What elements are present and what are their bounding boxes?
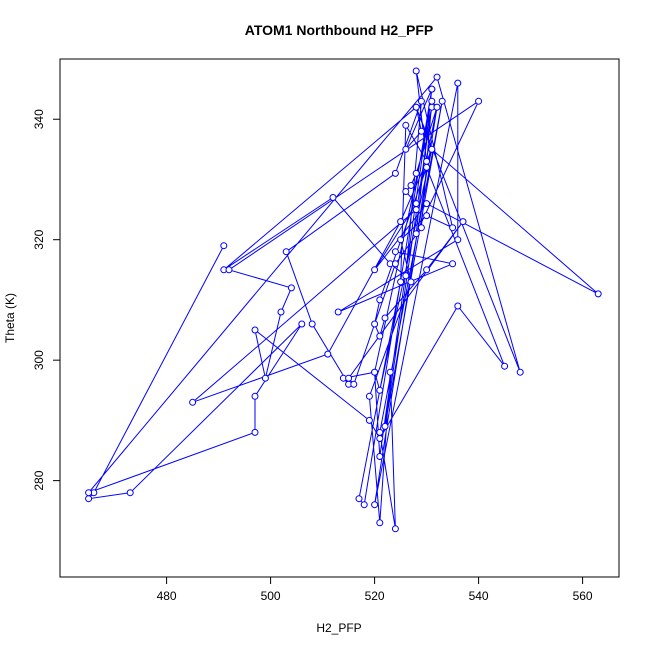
data-point [376, 453, 384, 460]
data-point [324, 350, 332, 358]
data-point [417, 97, 425, 105]
data-point [391, 525, 399, 533]
data-point [282, 248, 290, 256]
data-point [85, 495, 93, 503]
data-point [423, 163, 431, 171]
y-tick-label: 340 [32, 109, 46, 129]
data-point [381, 314, 389, 322]
data-point [433, 103, 441, 111]
chart-title: ATOM1 Northbound H2_PFP [245, 22, 433, 38]
x-axis-label: H2_PFP [316, 621, 361, 635]
data-point [371, 266, 379, 274]
data-point [376, 332, 384, 340]
data-point [402, 145, 410, 153]
y-axis-label: Theta (K) [3, 293, 17, 343]
data-point [412, 230, 420, 238]
data-point [371, 501, 379, 509]
data-point [412, 169, 420, 177]
data-point [85, 489, 93, 497]
y-tick-label: 280 [32, 470, 46, 490]
data-point [360, 501, 368, 509]
data-point [454, 79, 462, 87]
data-point [516, 368, 524, 376]
data-point [423, 212, 431, 220]
data-point [454, 302, 462, 310]
data-point [475, 97, 483, 105]
data-point [438, 97, 446, 105]
data-point [428, 85, 436, 93]
data-point [433, 73, 441, 81]
x-axis: 480 500 520 540 560 [157, 577, 593, 603]
data-point [412, 206, 420, 214]
data-point [261, 374, 269, 382]
data-point [308, 320, 316, 328]
data-point [298, 320, 306, 328]
data-point [391, 248, 399, 256]
data-point [251, 428, 259, 436]
data-point [376, 435, 384, 442]
data-point [449, 224, 457, 232]
data-point [428, 145, 436, 153]
data-point [454, 236, 462, 244]
data-point [402, 272, 410, 280]
data-point [417, 224, 425, 232]
data-point [220, 242, 228, 250]
data-point [355, 495, 363, 503]
data-point [423, 266, 431, 274]
data-point [407, 182, 415, 189]
data-point [376, 519, 384, 527]
x-tick-label: 520 [365, 589, 385, 603]
data-point [428, 97, 436, 105]
data-point [407, 278, 415, 286]
data-point [381, 422, 389, 430]
data-point [287, 284, 295, 292]
data-point [371, 368, 379, 376]
x-tick-label: 500 [261, 589, 281, 603]
data-point [402, 188, 410, 195]
y-tick-label: 300 [32, 350, 46, 370]
series-layer [85, 67, 602, 533]
data-point [459, 218, 467, 226]
data-point [412, 200, 420, 208]
data-point [126, 489, 134, 497]
data-point [329, 194, 337, 201]
data-point [345, 374, 353, 382]
data-point [449, 260, 457, 268]
x-tick-label: 540 [469, 589, 489, 603]
plot-frame [59, 58, 620, 578]
data-point [412, 67, 420, 75]
data-point [397, 236, 405, 244]
data-point [251, 326, 259, 334]
data-point [251, 392, 259, 400]
data-point [402, 121, 410, 129]
data-point [391, 260, 399, 268]
y-tick-label: 320 [32, 229, 46, 249]
data-point [376, 296, 384, 304]
data-point [412, 103, 420, 111]
data-point [423, 200, 431, 208]
x-tick-label: 480 [157, 589, 177, 603]
data-point [423, 157, 431, 165]
x-tick-label: 560 [573, 589, 593, 603]
data-point [334, 308, 342, 316]
data-point [417, 127, 425, 135]
data-point [594, 290, 602, 298]
data-point [391, 169, 399, 177]
data-point [277, 308, 285, 316]
data-point [376, 386, 384, 394]
data-point [397, 278, 405, 286]
y-axis: 280 300 320 340 [32, 109, 60, 491]
data-point [365, 416, 373, 424]
data-point [365, 392, 373, 400]
data-point [189, 398, 197, 406]
data-point [371, 320, 379, 328]
data-point [225, 266, 233, 274]
data-point [501, 362, 509, 370]
data-point [386, 368, 394, 376]
data-point [350, 380, 358, 388]
data-point [397, 218, 405, 226]
data-point [376, 428, 384, 436]
